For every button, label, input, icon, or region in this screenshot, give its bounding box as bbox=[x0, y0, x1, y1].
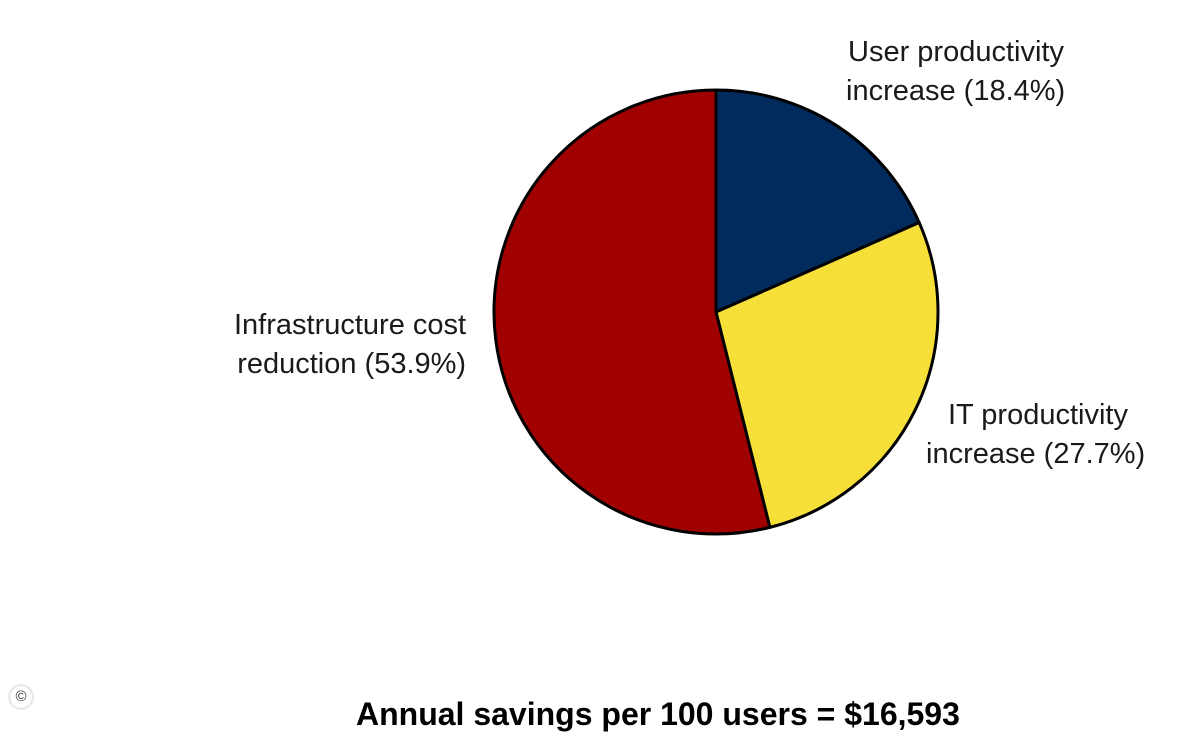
slice-label-it-productivity: IT productivity increase (27.7%) bbox=[926, 399, 1146, 470]
slice-label-user-productivity: User productivity increase (18.4%) bbox=[846, 36, 1066, 107]
pie-slice-it-productivity bbox=[714, 221, 940, 529]
pie-slice-infrastructure-cost bbox=[492, 88, 772, 536]
pie-slice-user-productivity bbox=[714, 88, 921, 314]
annual-savings-caption: Annual savings per 100 users = $16,593 bbox=[356, 696, 960, 732]
pie-slices bbox=[492, 88, 940, 536]
copyright-icon[interactable]: © bbox=[10, 686, 32, 708]
slice-label-infrastructure-cost: Infrastructure cost reduction (53.9%) bbox=[234, 309, 467, 380]
